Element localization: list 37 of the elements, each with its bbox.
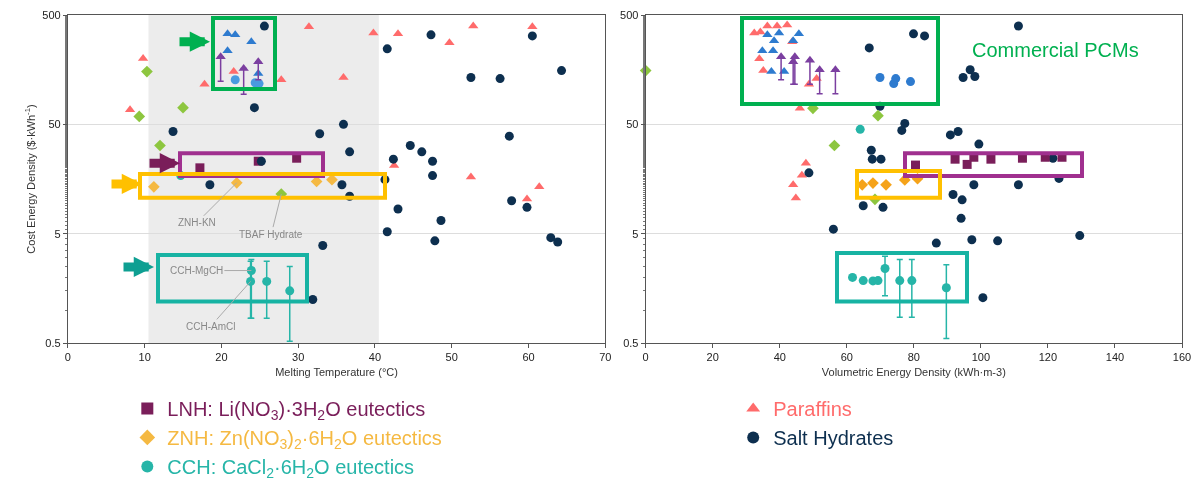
x-tick-label: 0: [64, 351, 71, 364]
y-tick-label: 500: [42, 8, 61, 21]
annotation: CCH-MgCH: [170, 265, 224, 276]
x-tick-label: 70: [599, 351, 612, 364]
legend-label: ZNH: Zn(NO$_{3}$)$_{2}$·6H$_{2}$O eutectics: [167, 427, 442, 453]
annotation: Commercial PCMs: [972, 39, 1139, 61]
x-axis-title: Volumetric Energy Density (kWh·m-3): [821, 366, 1006, 379]
legend-label: Salt Hydrates: [773, 427, 894, 450]
y-tick-label: 50: [48, 118, 61, 131]
x-axis-title: Melting Temperature (°C): [275, 366, 398, 379]
x-tick-label: 60: [522, 351, 535, 364]
y-tick-label: 5: [632, 227, 639, 240]
x-tick-label: 120: [1038, 351, 1058, 364]
y-tick-label: 50: [626, 118, 639, 131]
legend-label: LNH: Li(NO$_{3}$)·3H$_{2}$O eutectics: [167, 398, 426, 424]
x-tick-label: 0: [642, 351, 649, 364]
x-tick-label: 160: [1172, 351, 1192, 364]
x-tick-label: 10: [138, 351, 151, 364]
y-tick-label: 0.5: [45, 336, 61, 349]
x-tick-label: 140: [1105, 351, 1125, 364]
legend-label: CCH: CaCl$_{2}$·6H$_{2}$O eutectics: [167, 456, 415, 482]
legend-label: Paraffins: [773, 398, 852, 421]
x-tick-label: 60: [840, 351, 853, 364]
x-tick-label: 50: [445, 351, 458, 364]
annotation: ZNH-KN: [178, 217, 216, 228]
x-tick-label: 30: [292, 351, 305, 364]
x-tick-label: 40: [773, 351, 786, 364]
annotation: TBAF Hydrate: [239, 229, 303, 240]
x-tick-label: 100: [971, 351, 991, 364]
x-tick-label: 20: [706, 351, 719, 364]
x-tick-label: 80: [907, 351, 920, 364]
y-tick-label: 5: [54, 227, 61, 240]
x-tick-label: 40: [368, 351, 382, 364]
y-tick-label: 0.5: [623, 336, 639, 349]
annotation: CCH-AmCl: [186, 321, 236, 332]
x-tick-label: 20: [215, 351, 228, 364]
y-tick-label: 500: [620, 8, 639, 21]
